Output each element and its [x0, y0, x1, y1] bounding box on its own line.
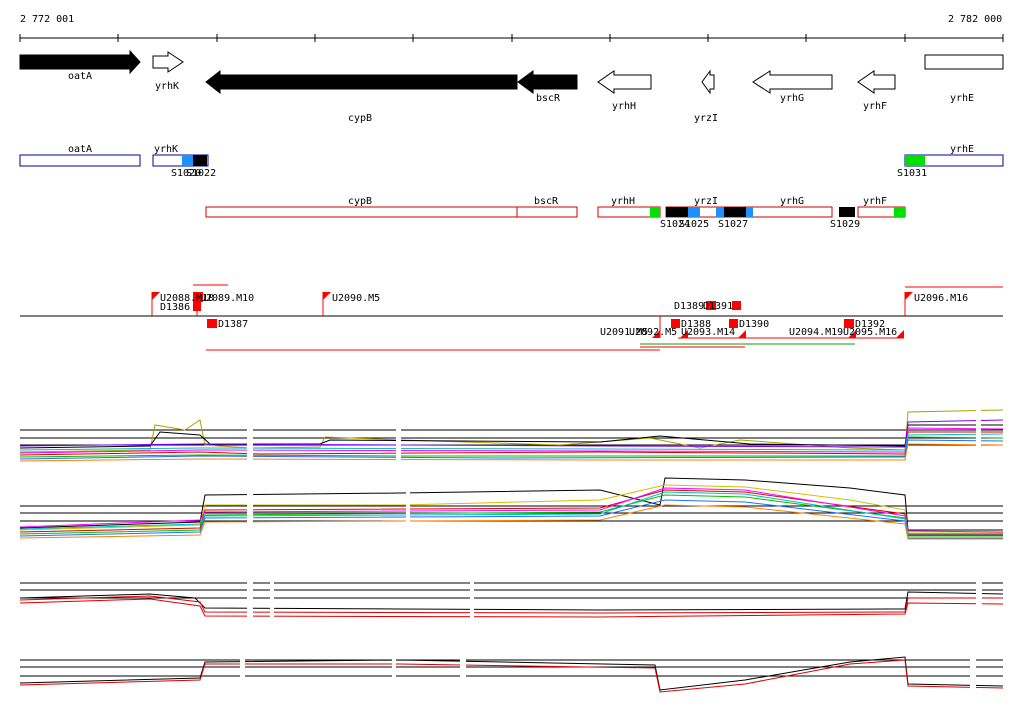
gene-label-yrhE: yrhE: [950, 93, 975, 104]
site-marker[interactable]: [746, 207, 753, 217]
site-marker[interactable]: [894, 207, 905, 217]
gene-arrow-yrzI[interactable]: [701, 69, 715, 95]
site-label: S1027: [718, 219, 749, 230]
site-label: S1022: [186, 168, 217, 179]
feature-label: U2094.M19: [789, 327, 844, 338]
gene-label-oatA: oatA: [68, 71, 93, 82]
operon-label-yrzI: yrzI: [694, 196, 719, 207]
feature-marker[interactable]: [738, 330, 746, 338]
gene-arrow-yrhG[interactable]: [752, 70, 833, 94]
operon-label-yrhG: yrhG: [780, 196, 805, 207]
feature-label: D1391: [703, 301, 734, 312]
operon-box-bscR[interactable]: [516, 206, 578, 218]
feature-label: U2093.M14: [681, 327, 736, 338]
feature-label: U2091.M5: [600, 327, 649, 338]
operon-label-bscR: bscR: [534, 196, 559, 207]
gene-arrow-oatA[interactable]: [19, 49, 141, 75]
feature-marker[interactable]: [729, 319, 738, 328]
site-marker[interactable]: [688, 207, 700, 217]
gene-label-yrzI: yrzI: [694, 113, 719, 124]
feature-marker[interactable]: [652, 330, 660, 338]
gene-label-yrhG: yrhG: [780, 93, 805, 104]
operon-box-oatA[interactable]: [19, 154, 141, 167]
feature-label: U2092.M5: [629, 327, 678, 338]
operon-label-yrhE: yrhE: [950, 144, 975, 155]
reverse-operon-track: [205, 206, 906, 218]
feature-marker[interactable]: [896, 330, 904, 338]
expression-track-1: [19, 409, 1004, 462]
feature-marker[interactable]: [193, 292, 203, 302]
gene-label-bscR: bscR: [536, 93, 561, 104]
site-label: S1024: [660, 219, 691, 230]
feature-label: U2096.M16: [914, 293, 969, 304]
coordinate-ruler: [19, 34, 1004, 42]
feature-label: U2089.M10: [200, 293, 255, 304]
operon-label-yrhK: yrhK: [154, 144, 179, 155]
forward-sites: [182, 155, 925, 166]
track-gaps: [240, 405, 982, 695]
site-label: S1031: [897, 168, 928, 179]
gene-arrow-bscR[interactable]: [517, 70, 578, 94]
site-label: S1025: [679, 219, 710, 230]
operon-label-yrhH: yrhH: [611, 196, 636, 207]
operon-label-oatA: oatA: [68, 144, 93, 155]
feature-label: D1387: [218, 319, 249, 330]
feature-label: D1390: [739, 319, 770, 330]
site-marker[interactable]: [716, 207, 724, 217]
start-coordinate: 2 772 001: [20, 14, 75, 25]
feature-marker[interactable]: [848, 330, 856, 338]
expression-track-2: [19, 477, 1004, 540]
operon-box-cypB[interactable]: [205, 206, 518, 218]
gene-arrow-yrhH[interactable]: [597, 70, 652, 94]
gene-arrow-yrhF[interactable]: [857, 70, 896, 94]
feature-label: D1392: [855, 319, 886, 330]
reverse-sites: [650, 207, 905, 217]
site-marker[interactable]: [182, 155, 193, 166]
summary-track-2: [19, 656, 1004, 693]
operon-label-cypB: cypB: [348, 196, 373, 207]
site-marker[interactable]: [193, 155, 207, 166]
gene-label-yrhF: yrhF: [863, 101, 888, 112]
gene-arrows-track: [19, 49, 1004, 95]
feature-marker[interactable]: [905, 292, 913, 300]
operon-box-yrhK[interactable]: [152, 154, 209, 167]
feature-marker[interactable]: [706, 301, 716, 310]
feature-label: D1389: [674, 301, 705, 312]
feature-label: U2095.M16: [843, 327, 898, 338]
feature-label: U2090.M5: [332, 293, 381, 304]
site-marker[interactable]: [724, 207, 746, 217]
gene-label-cypB: cypB: [348, 113, 373, 124]
operon-label-yrhF: yrhF: [863, 196, 888, 207]
feature-marker[interactable]: [152, 292, 160, 300]
site-marker[interactable]: [839, 207, 855, 217]
gene-arrow-cypB[interactable]: [205, 69, 518, 95]
feature-label: U2088.M10: [160, 293, 215, 304]
end-coordinate: 2 782 000: [948, 14, 1003, 25]
feature-track: [20, 284, 1003, 351]
gene-label-yrhK: yrhK: [155, 81, 180, 92]
feature-marker[interactable]: [193, 302, 201, 311]
feature-marker[interactable]: [844, 319, 854, 328]
feature-marker[interactable]: [680, 330, 688, 338]
site-marker[interactable]: [666, 207, 688, 217]
site-marker[interactable]: [905, 155, 925, 166]
gene-arrow-yrhK[interactable]: [152, 51, 184, 73]
feature-label: D1388: [681, 319, 712, 330]
forward-operon-track: [19, 154, 1004, 167]
site-label: S1029: [830, 219, 861, 230]
site-label: S1020: [171, 168, 202, 179]
site-marker[interactable]: [650, 207, 660, 217]
summary-track-1: [19, 582, 1004, 618]
feature-label: D1386: [160, 302, 191, 313]
feature-marker[interactable]: [732, 301, 741, 310]
gene-label-yrhH: yrhH: [612, 101, 637, 112]
feature-marker[interactable]: [323, 292, 331, 300]
gene-arrow-yrhE[interactable]: [924, 54, 1004, 70]
feature-marker[interactable]: [207, 319, 217, 328]
feature-marker[interactable]: [671, 319, 680, 328]
